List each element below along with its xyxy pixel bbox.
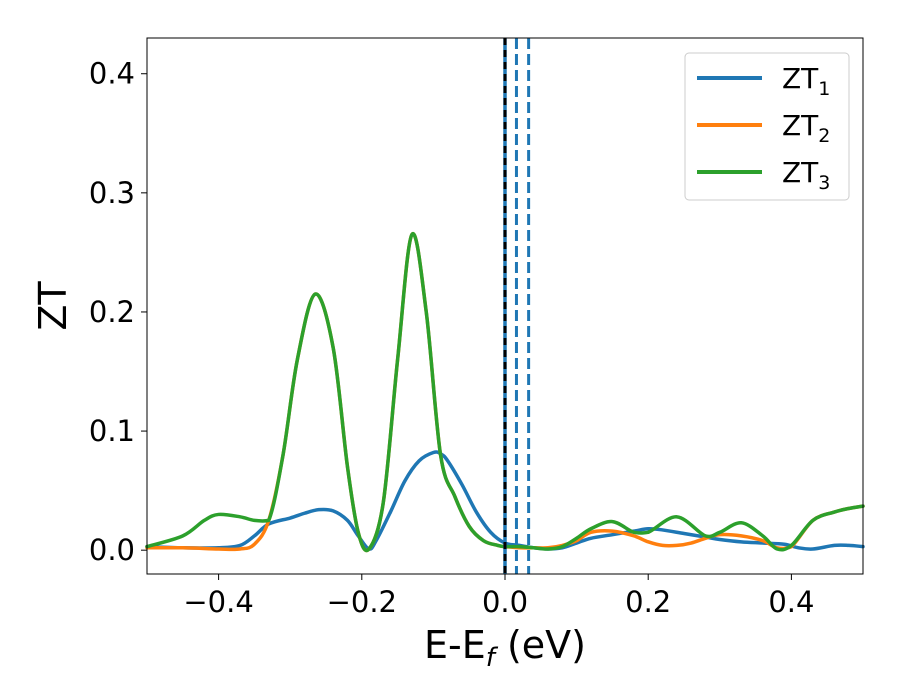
- y-axis-label: ZT: [31, 281, 75, 331]
- y-tick-label: 0.4: [89, 57, 135, 91]
- y-tick-label: 0.3: [89, 176, 135, 210]
- x-axis-ticks: −0.4 −0.2 0.0 0.2 0.4: [183, 574, 814, 619]
- reference-lines: [503, 38, 531, 574]
- legend-label-zt3-main: ZT: [782, 156, 819, 189]
- x-axis-label: E-Ef (eV): [424, 623, 586, 673]
- x-tick-label: 0.2: [625, 585, 671, 619]
- y-tick-label: 0.0: [89, 533, 135, 567]
- x-tick-label: −0.4: [183, 585, 253, 619]
- x-tick-label: 0.4: [768, 585, 814, 619]
- legend-box: [684, 52, 850, 201]
- x-axis-label-unit: (eV): [495, 623, 586, 667]
- legend-label-zt3-sub: 3: [818, 172, 830, 194]
- legend: ZT1 ZT2 ZT3: [684, 52, 850, 201]
- y-axis-ticks: 0.0 0.1 0.2 0.3 0.4: [89, 57, 147, 567]
- x-tick-label: 0.0: [482, 585, 528, 619]
- legend-label-zt1-sub: 1: [818, 78, 830, 100]
- legend-label-zt2-main: ZT: [782, 109, 819, 142]
- legend-label-zt3: ZT3: [782, 156, 830, 194]
- y-tick-label: 0.2: [89, 295, 135, 329]
- legend-label-zt1: ZT1: [782, 62, 830, 100]
- legend-label-zt1-main: ZT: [782, 62, 819, 95]
- x-tick-label: −0.2: [327, 585, 397, 619]
- series-layer: [145, 232, 865, 553]
- series-line-zt1: [145, 450, 865, 551]
- y-tick-label: 0.1: [89, 414, 135, 448]
- x-axis-label-main: E-E: [424, 623, 486, 667]
- legend-label-zt2-sub: 2: [818, 125, 830, 147]
- legend-label-zt2: ZT2: [782, 109, 830, 147]
- series-line-zt3: [145, 232, 865, 553]
